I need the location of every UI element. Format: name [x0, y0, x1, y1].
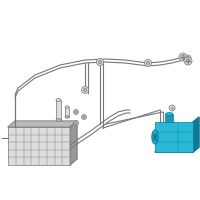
Circle shape [182, 55, 184, 58]
Polygon shape [70, 121, 77, 165]
Ellipse shape [166, 112, 173, 116]
Circle shape [185, 55, 191, 61]
Bar [8, 127, 70, 165]
Ellipse shape [56, 118, 61, 121]
Circle shape [75, 122, 77, 124]
Circle shape [82, 86, 88, 94]
Circle shape [186, 56, 190, 60]
Bar [155, 122, 193, 152]
Circle shape [96, 58, 104, 66]
Ellipse shape [154, 135, 156, 139]
Circle shape [74, 120, 78, 126]
Circle shape [179, 53, 187, 61]
Circle shape [82, 114, 86, 119]
Ellipse shape [153, 133, 157, 141]
Ellipse shape [65, 106, 69, 108]
Polygon shape [193, 117, 199, 152]
Bar [165, 114, 173, 122]
Bar [65, 107, 69, 117]
Ellipse shape [65, 116, 69, 118]
Ellipse shape [56, 98, 61, 102]
Polygon shape [8, 121, 77, 127]
Circle shape [186, 59, 190, 63]
Circle shape [169, 105, 175, 111]
Circle shape [181, 55, 185, 59]
Circle shape [75, 111, 77, 113]
Circle shape [180, 54, 186, 60]
Ellipse shape [152, 130, 158, 144]
Circle shape [146, 62, 150, 64]
Circle shape [144, 60, 152, 66]
Circle shape [84, 88, 86, 92]
Circle shape [74, 110, 78, 114]
Circle shape [98, 60, 102, 64]
Circle shape [83, 116, 85, 118]
Polygon shape [155, 147, 199, 152]
Bar [56, 100, 61, 120]
Circle shape [184, 57, 192, 65]
